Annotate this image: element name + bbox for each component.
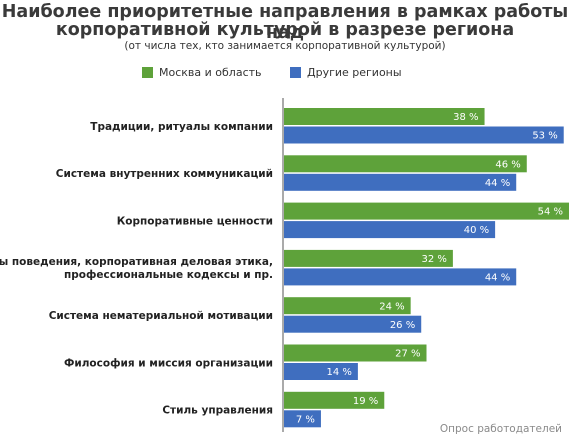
bar-moscow <box>284 391 385 409</box>
category-label: Система нематериальной мотивации <box>49 310 273 322</box>
legend-swatch-other-regions <box>290 67 301 78</box>
category-label: Система внутренних коммуникаций <box>56 168 273 180</box>
legend-label-moscow: Москва и область <box>159 66 262 79</box>
bar-other-regions <box>284 315 422 333</box>
legend-item-other-regions: Другие регионы <box>290 66 402 79</box>
data-label: 26 % <box>390 320 415 331</box>
bar-moscow <box>284 108 485 125</box>
data-label: 19 % <box>353 396 378 407</box>
data-label: 38 % <box>453 112 478 123</box>
category-label: Корпоративные ценности <box>117 215 273 227</box>
data-label: 14 % <box>326 367 351 378</box>
data-label: 54 % <box>538 207 563 218</box>
bar-moscow <box>284 202 569 220</box>
data-label: 40 % <box>464 225 489 236</box>
chart-subtitle: (от числа тех, кто занимается корпоратив… <box>124 40 446 52</box>
category-label: Традиции, ритуалы компании <box>90 121 273 133</box>
data-label: 44 % <box>485 178 510 189</box>
category-label: профессиональные кодексы и пр. <box>64 269 273 281</box>
data-label: 27 % <box>395 349 420 360</box>
bar-other-regions <box>284 221 496 239</box>
legend-item-moscow: Москва и область <box>142 66 262 79</box>
bar-other-regions <box>284 363 358 380</box>
bar-other-regions <box>284 126 564 144</box>
data-label: 32 % <box>421 254 446 265</box>
legend-swatch-moscow <box>142 67 153 78</box>
bar-moscow <box>284 155 527 173</box>
legend-label-other-regions: Другие регионы <box>307 66 402 79</box>
data-label: 53 % <box>532 131 557 142</box>
chart-title-line-2: корпоративной культурой в разрезе регион… <box>55 20 515 40</box>
bar-moscow <box>284 249 453 267</box>
data-label: 44 % <box>485 273 510 284</box>
bar-moscow <box>284 344 427 362</box>
chart-title-line-1: Наиболее приоритетные направления в рамк… <box>1 2 569 43</box>
bar-other-regions <box>284 410 321 428</box>
category-label: Философия и миссия организации <box>64 357 273 369</box>
data-label: 24 % <box>379 301 404 312</box>
data-label: 46 % <box>495 159 520 170</box>
bar-moscow <box>284 297 411 315</box>
source-note: Опрос работодателей <box>439 423 562 435</box>
category-label: Стиль управления <box>162 405 273 417</box>
bar-other-regions <box>284 268 517 286</box>
category-label: Нормы поведения, корпоративная деловая э… <box>0 256 273 268</box>
bar-other-regions <box>284 173 517 191</box>
data-label: 7 % <box>296 414 315 425</box>
